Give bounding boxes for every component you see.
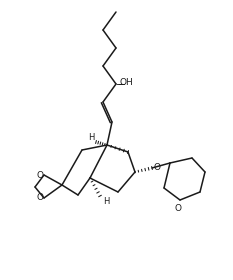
Text: H: H <box>103 197 109 206</box>
Text: OH: OH <box>119 78 133 87</box>
Text: O: O <box>36 171 43 179</box>
Text: O: O <box>36 193 43 202</box>
Text: O: O <box>153 162 160 171</box>
Text: O: O <box>175 204 182 213</box>
Text: H: H <box>88 132 94 141</box>
